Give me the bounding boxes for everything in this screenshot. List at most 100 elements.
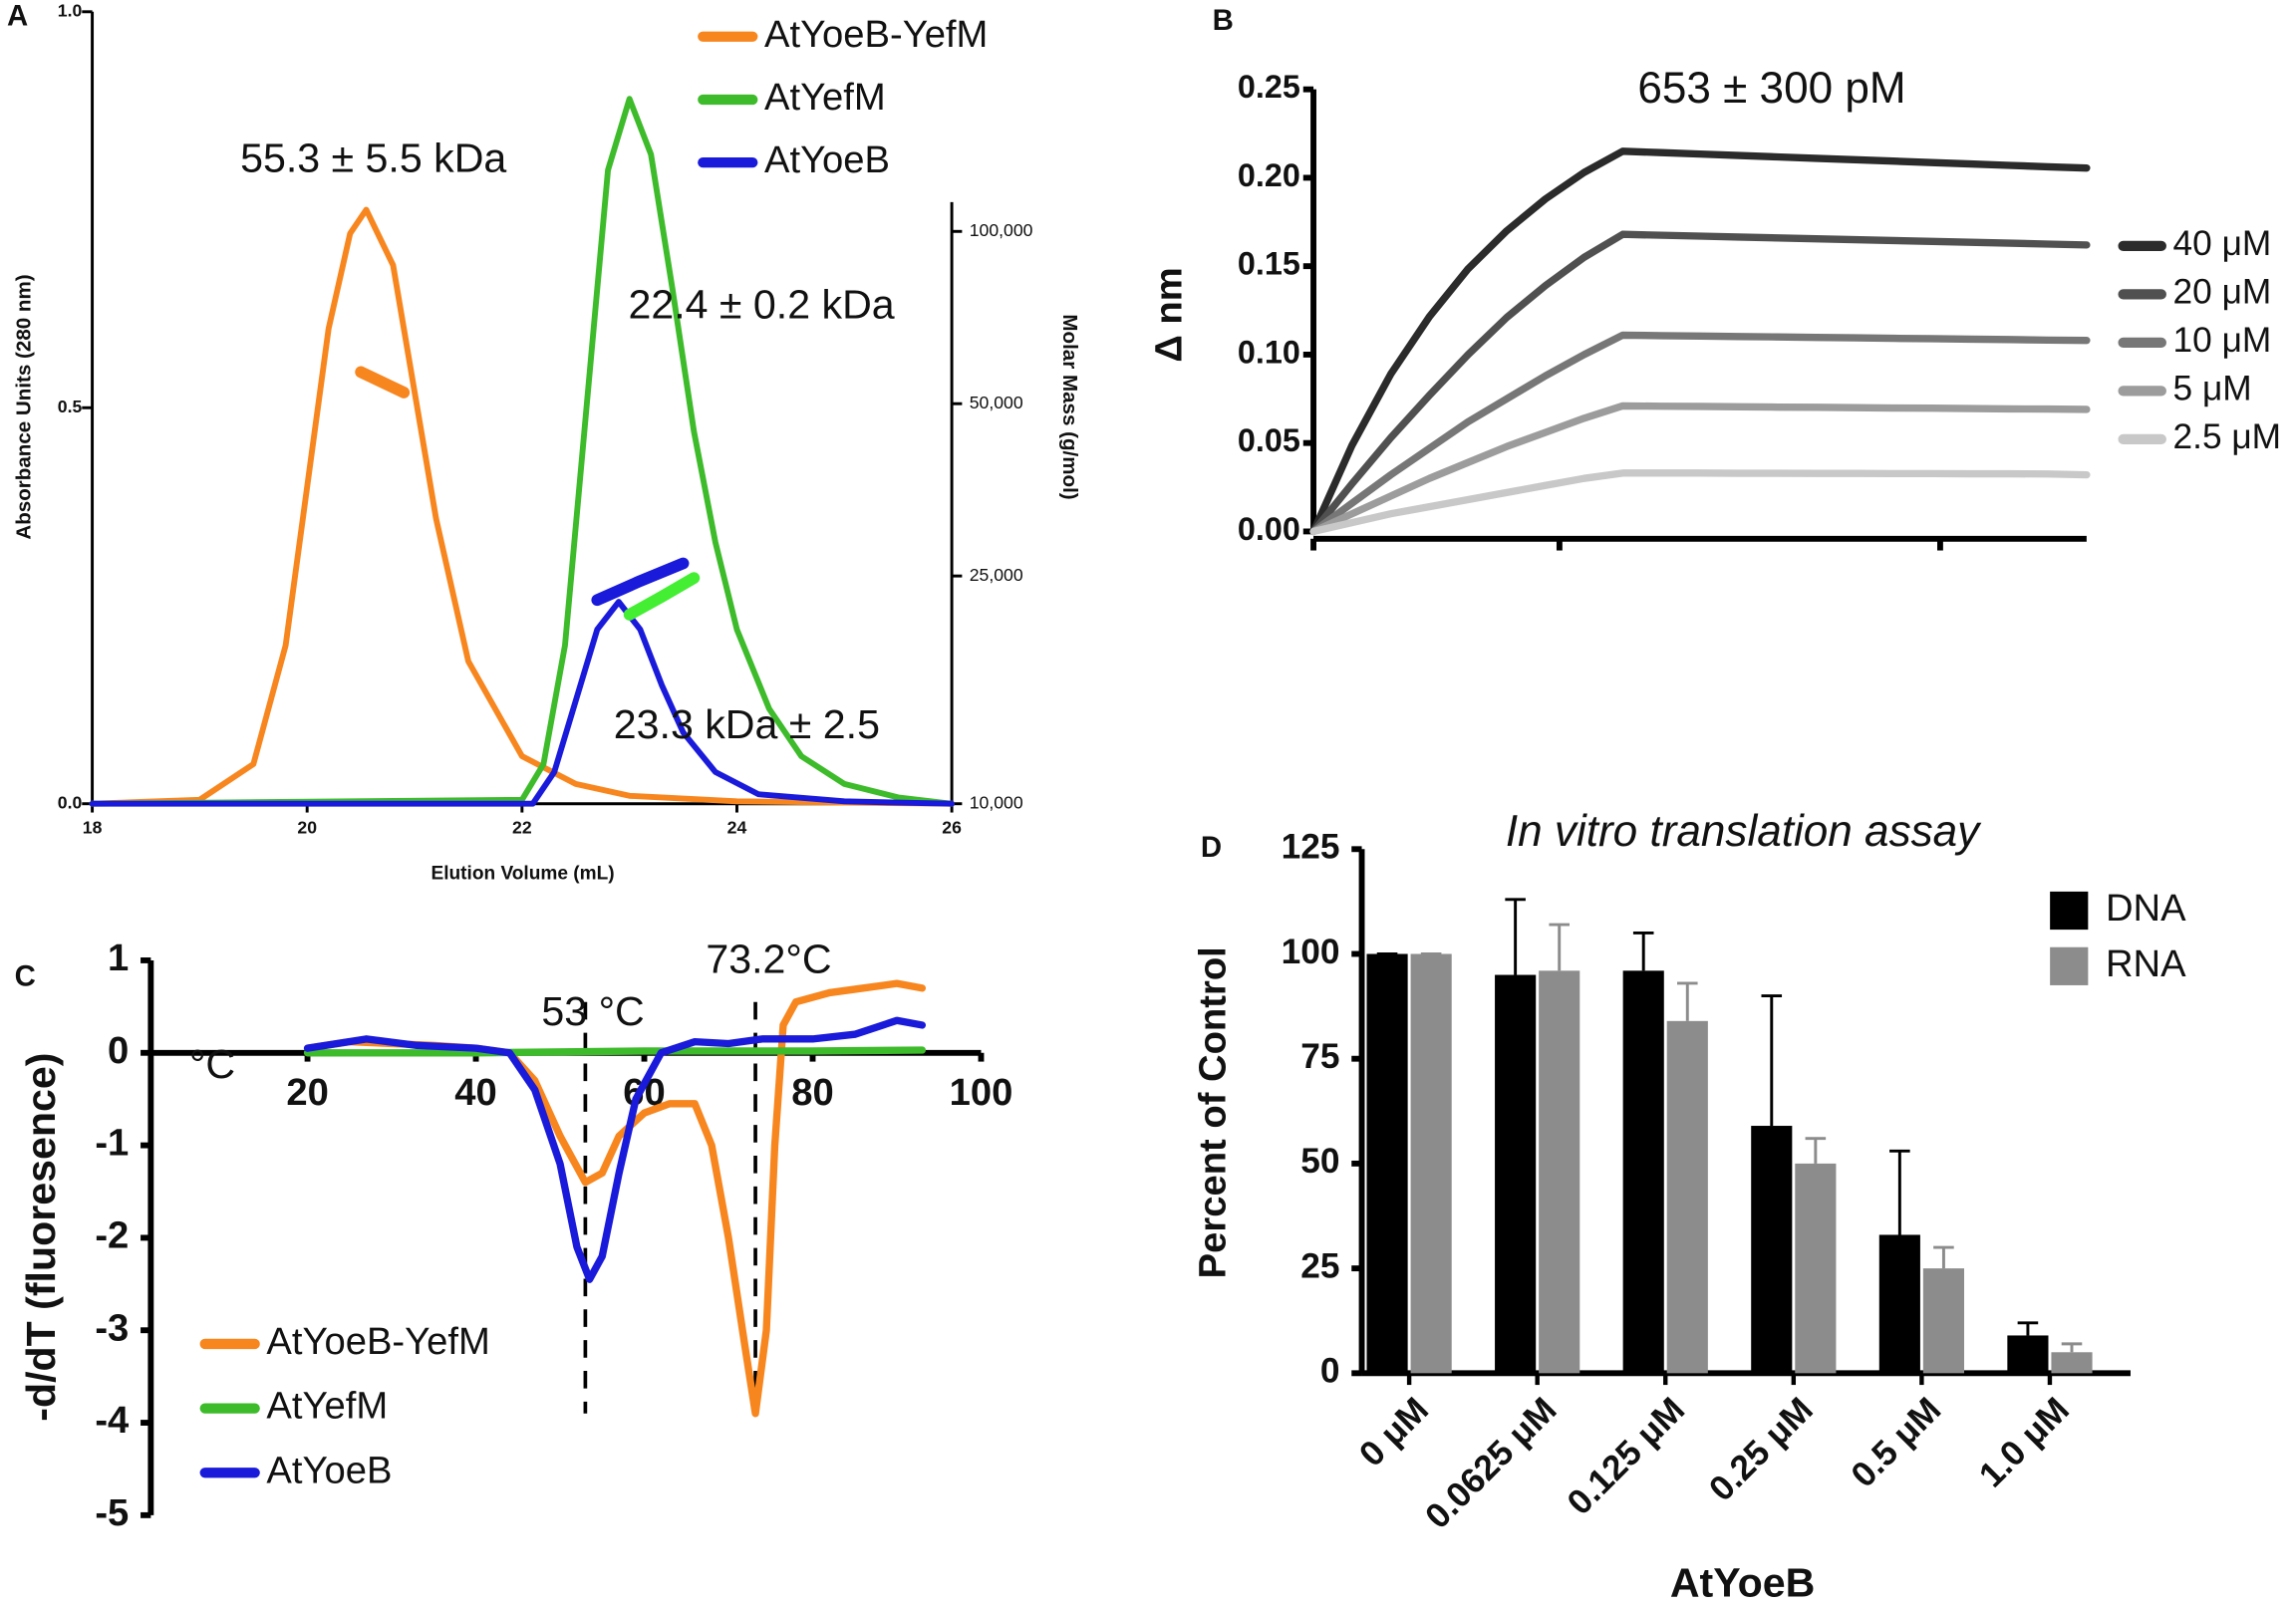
line-series [1309,230,2091,536]
x-axis-label: Elution Volume (mL) [430,863,614,884]
panel-label: A [7,0,28,32]
legend-label: 10 μM [2173,321,2272,360]
x-tick-label: 40 [454,1071,496,1114]
bar [1410,953,1452,1374]
y-tick-label: 0.10 [1238,334,1300,370]
molar-mass-series [355,366,411,399]
bar [1751,1126,1793,1374]
legend-label: DNA [2106,887,2186,930]
y-tick-label: -2 [95,1214,129,1257]
panel-label: B [1213,4,1234,37]
x-tick-label: 18 [83,817,103,837]
legend-swatch [2050,946,2089,985]
annotation: 653 ± 300 pM [1637,64,1905,113]
x-tick-label: 0 μM [1352,1390,1436,1473]
x-tick-label: 100 [950,1071,1013,1114]
legend-label: 40 μM [2173,224,2272,263]
y-tick-label: -4 [95,1399,130,1442]
line-series [303,1016,927,1283]
y-tick-label: 0.15 [1238,246,1300,282]
bar [2051,1352,2093,1374]
y-axis-label: Δ nm [1148,267,1191,362]
x-tick-label: 80 [791,1071,833,1114]
panel-label: C [15,959,36,992]
bar [1539,970,1580,1374]
legend-label: AtYoeB-YefM [764,13,988,56]
line-series [303,1046,927,1057]
y-tick-label: 0.5 [58,397,83,416]
legend-label: AtYefM [764,76,886,119]
x-tick-label: 1.0 μM [1972,1390,2077,1494]
y-axis-label: -d/dT (fluoresence) [18,1053,64,1422]
x-tick-label: 26 [942,817,962,837]
legend-label: AtYoeB-YefM [266,1320,489,1363]
x-tick-label: 24 [727,817,747,837]
y2-tick-label: 100,000 [970,220,1033,240]
annotation: 73.2°C [706,936,831,981]
y-tick-label: 0.20 [1238,157,1300,193]
line-series [1309,331,2091,536]
y-tick-label: 0.25 [1238,69,1300,105]
bar [1922,1268,1964,1374]
line-series [89,599,956,807]
y-tick-label: 25 [1300,1246,1339,1285]
y-tick-label: 1.0 [58,0,83,20]
legend-label: 20 μM [2173,273,2272,312]
y-axis-label: Absorbance Units (280 nm) [12,274,35,539]
x-tick-label: 0.5 μM [1844,1390,1948,1494]
y2-axis-label: Molar Mass (g/mol) [1058,314,1081,499]
bar [2007,1335,2049,1374]
legend-label: AtYoeB [764,138,890,181]
x-tick-label: 22 [512,817,532,837]
annotation: 55.3 ± 5.5 kDa [240,135,506,181]
legend-swatch [2050,891,2089,931]
y-tick-label: 1 [108,937,129,979]
chart-title: In vitro translation assay [1506,807,1982,856]
y-tick-label: 75 [1300,1037,1339,1076]
x-tick-label: 0.0625 μM [1418,1390,1565,1536]
bar [1622,970,1664,1374]
y-tick-label: 50 [1300,1142,1339,1181]
y-tick-label: 0.0 [58,792,83,812]
y-tick-label: 125 [1282,828,1340,867]
x-axis-label: AtYoeB [1670,1559,1815,1605]
line-series [89,96,956,807]
bar [1878,1234,1920,1374]
y-tick-label: -5 [95,1491,129,1534]
y2-tick-label: 25,000 [970,565,1023,585]
x-tick-label: 0.125 μM [1560,1390,1692,1522]
line-series [89,206,956,807]
y-tick-label: -1 [95,1122,129,1165]
y-tick-label: 0 [1320,1352,1340,1391]
y2-tick-label: 50,000 [970,393,1023,412]
y2-tick-label: 10,000 [970,792,1023,812]
x-tick-label: 20 [297,817,317,837]
legend-label: AtYoeB [266,1449,392,1491]
molar-mass-series [623,572,701,621]
line-series [1309,469,2091,536]
x-axis-label: °C [189,1041,235,1087]
y-tick-label: 0 [108,1029,129,1072]
x-tick-label: 20 [286,1071,328,1114]
x-tick-label: 0.25 μM [1702,1390,1821,1508]
molar-mass-series [591,557,690,607]
line-series [1309,402,2091,536]
line-series [1309,147,2091,536]
y-tick-label: 0.00 [1238,511,1300,547]
annotation: 53 °C [541,988,644,1034]
panel-label: D [1201,831,1222,864]
y-axis-label: Percent of Control [1192,946,1235,1278]
y-tick-label: 0.05 [1238,422,1300,458]
legend-label: 2.5 μM [2173,417,2281,456]
annotation: 22.4 ± 0.2 kDa [628,281,894,327]
bar [1666,1020,1708,1374]
y-tick-label: -3 [95,1306,129,1349]
annotation: 23.3 kDa ± 2.5 [614,701,880,747]
bar [1495,974,1537,1374]
bar [1366,953,1408,1374]
legend-label: RNA [2106,942,2186,985]
y-tick-label: 100 [1282,933,1340,971]
legend-label: 5 μM [2173,370,2252,408]
